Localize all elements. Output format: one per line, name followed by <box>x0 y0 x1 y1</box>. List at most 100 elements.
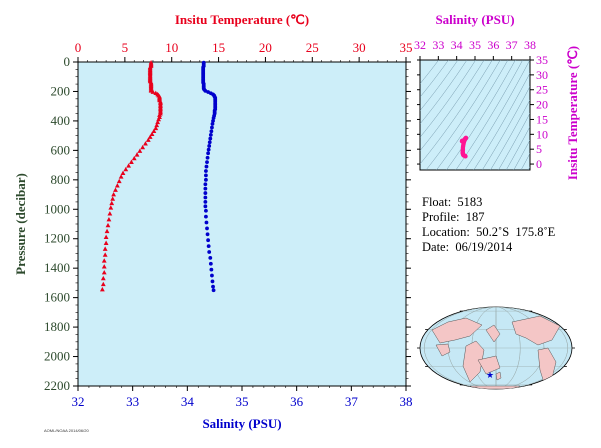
salinity-point <box>203 182 208 187</box>
salinity-point <box>207 140 212 145</box>
temperature-point <box>118 174 124 179</box>
temperature-point <box>103 240 109 245</box>
temperature-tick-label: 5 <box>122 40 129 55</box>
pressure-tick-label: 1600 <box>44 290 70 305</box>
salinity-point <box>211 116 216 120</box>
ts-temperature-tick-label: 0 <box>536 157 542 171</box>
salinity-point <box>206 151 211 156</box>
temperature-point <box>147 134 153 139</box>
temperature-point <box>109 200 115 206</box>
salinity-point <box>208 136 213 141</box>
temperature-point <box>154 122 160 128</box>
salinity-point <box>207 250 212 254</box>
salinity-point <box>209 129 214 134</box>
temperature-point <box>155 119 161 125</box>
temperature-point <box>153 125 159 131</box>
salinity-point <box>208 133 213 137</box>
temperature-tick-label: 10 <box>165 40 178 55</box>
salinity-point <box>203 200 208 204</box>
temperature-point <box>149 131 155 136</box>
profile-date: Date: 06/19/2014 <box>422 240 513 254</box>
ts-salinity-tick-label: 33 <box>432 38 444 52</box>
temperature-point <box>156 116 161 122</box>
temperature-point <box>101 270 107 275</box>
salinity-point <box>204 208 208 213</box>
ts-series <box>459 135 469 159</box>
salinity-point <box>205 232 210 237</box>
pressure-tick-label: 1800 <box>44 319 70 334</box>
temperature-tick-label: 35 <box>400 40 413 55</box>
salinity-tick-label: 34 <box>181 394 195 409</box>
pressure-tick-label: 1000 <box>44 201 70 216</box>
salinity-tick-label: 36 <box>290 394 304 409</box>
density-contours <box>420 60 530 170</box>
ts-temperature-axis-label: Insitu Temperature (℃) <box>565 46 580 180</box>
salinity-point <box>211 288 216 293</box>
salinity-point <box>205 226 209 231</box>
temperature-axis-label: Insitu Temperature (℃) <box>175 12 309 27</box>
temperature-tick-label: 30 <box>353 40 366 55</box>
pressure-tick-label: 600 <box>51 142 71 157</box>
temperature-series <box>99 59 163 292</box>
temperature-point <box>100 275 106 281</box>
temperature-point <box>113 187 118 192</box>
pressure-tick-label: 2200 <box>44 378 70 393</box>
temperature-point <box>150 89 156 94</box>
salinity-point <box>209 267 214 272</box>
profile-number: Profile: 187 <box>422 210 485 224</box>
salinity-point <box>210 279 215 284</box>
ts-plot-area <box>419 59 531 171</box>
salinity-point <box>208 255 213 260</box>
profile-plot-area <box>77 61 407 387</box>
temperature-point <box>102 246 108 251</box>
salinity-point <box>208 261 213 266</box>
temperature-point <box>108 205 114 210</box>
ts-salinity-tick-label: 32 <box>414 38 426 52</box>
temperature-point <box>101 264 107 269</box>
temperature-point <box>126 163 132 168</box>
pressure-tick-label: 800 <box>51 172 71 187</box>
salinity-point <box>210 121 215 126</box>
pressure-tick-label: 2000 <box>44 349 70 364</box>
pressure-tick-label: 1400 <box>44 260 70 275</box>
salinity-point <box>206 147 211 152</box>
salinity-point <box>204 214 208 219</box>
ts-salinity-tick-label: 37 <box>506 38 518 52</box>
salinity-tick-label: 37 <box>345 394 359 409</box>
salinity-point <box>205 160 209 165</box>
temperature-tick-label: 20 <box>259 40 272 55</box>
temperature-point <box>104 228 110 234</box>
salinity-point <box>211 119 215 123</box>
source-stamp: AOML/NOAA 2014/06/20 <box>44 428 89 433</box>
pressure-tick-label: 200 <box>51 83 71 98</box>
salinity-tick-label: 35 <box>236 394 249 409</box>
temperature-point <box>151 128 157 134</box>
salinity-point <box>203 195 208 200</box>
temperature-point <box>140 144 146 150</box>
float-location: Location: 50.2˚S 175.8˚E <box>422 225 556 239</box>
temperature-point <box>99 286 105 292</box>
salinity-point <box>204 177 208 182</box>
ts-point <box>463 154 468 159</box>
temperature-point <box>116 178 122 184</box>
salinity-point <box>203 191 208 195</box>
salinity-point <box>210 125 214 130</box>
salinity-point <box>204 220 209 225</box>
temperature-point <box>102 252 108 257</box>
temperature-point <box>131 155 137 161</box>
salinity-point <box>206 238 211 243</box>
ts-salinity-axis-label: Salinity (PSU) <box>435 12 514 27</box>
temperature-point <box>137 148 143 153</box>
temperature-point <box>129 159 134 164</box>
salinity-tick-label: 32 <box>72 394 85 409</box>
temperature-point <box>157 112 162 117</box>
temperature-point <box>145 137 151 142</box>
ts-salinity-tick-label: 36 <box>487 38 499 52</box>
temperature-point <box>120 170 126 175</box>
salinity-point <box>210 273 214 278</box>
location-map: ★ <box>417 306 575 390</box>
ts-temperature-tick-label: 35 <box>536 53 548 67</box>
ts-temperature-tick-label: 10 <box>536 127 548 141</box>
